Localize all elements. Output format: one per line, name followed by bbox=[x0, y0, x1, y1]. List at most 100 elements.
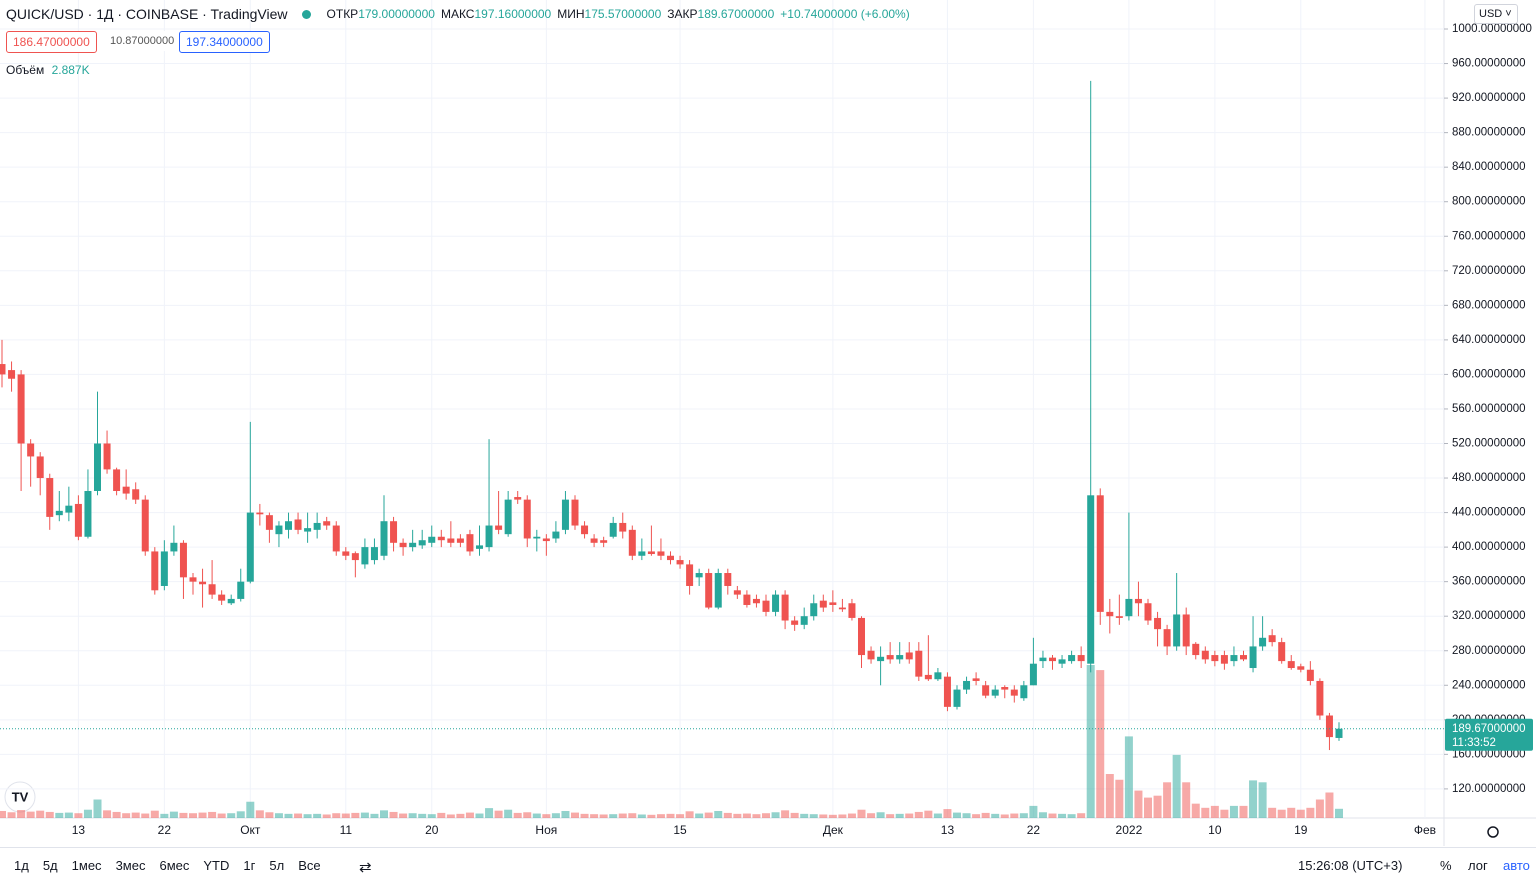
volume-bar bbox=[857, 809, 866, 818]
volume-bar bbox=[122, 813, 131, 818]
volume-bar bbox=[1000, 814, 1009, 818]
candle-body bbox=[390, 521, 398, 543]
volume-bar bbox=[637, 814, 646, 818]
volume-bar bbox=[647, 814, 656, 818]
candle-body bbox=[141, 499, 149, 552]
range-button[interactable]: 6мес bbox=[159, 858, 190, 873]
range-button[interactable]: 5д bbox=[42, 858, 58, 873]
volume-bar bbox=[876, 812, 885, 818]
range-button[interactable]: 5л bbox=[269, 858, 285, 873]
candle-body bbox=[724, 573, 732, 586]
volume-bar bbox=[723, 812, 732, 818]
y-tick-label: 480.00000000 bbox=[1452, 472, 1526, 484]
candle-body bbox=[915, 650, 923, 677]
candle-body bbox=[476, 545, 483, 549]
candle-body bbox=[1201, 650, 1209, 660]
volume-bar bbox=[189, 813, 197, 818]
volume-bar bbox=[112, 811, 121, 818]
candle-body bbox=[772, 594, 780, 612]
volume-bar bbox=[274, 813, 283, 818]
currency-select[interactable]: USD ˅ bbox=[1474, 4, 1518, 24]
volume-bar bbox=[828, 814, 837, 818]
candle-body bbox=[791, 620, 799, 625]
candle-body bbox=[1077, 655, 1085, 662]
volume-bar bbox=[819, 814, 828, 818]
candle-body bbox=[991, 689, 999, 696]
volume-bar bbox=[695, 813, 704, 818]
candle-body bbox=[151, 551, 159, 591]
candle-body bbox=[55, 510, 63, 516]
range-button[interactable]: YTD bbox=[203, 858, 230, 873]
candle-body bbox=[638, 551, 646, 556]
range-button[interactable]: 3мес bbox=[115, 858, 146, 873]
candle-body bbox=[1068, 655, 1076, 662]
volume-bar bbox=[303, 814, 312, 818]
volume-bar bbox=[1335, 808, 1343, 818]
candle-body bbox=[896, 655, 904, 660]
candle-body bbox=[84, 490, 92, 537]
volume-bar bbox=[914, 811, 923, 818]
y-tick-label: 920.00000000 bbox=[1452, 92, 1526, 104]
volume-bar bbox=[1220, 809, 1229, 818]
candle-body bbox=[1001, 687, 1009, 690]
settings-icon[interactable] bbox=[1487, 826, 1499, 838]
bottom-toolbar: ⇄ 15:26:08 (UTC+3) % лог авто 1д 5д 1мес 3м… bbox=[0, 847, 1536, 880]
volume-bar bbox=[1172, 754, 1181, 818]
volume-bar bbox=[1210, 805, 1219, 818]
candle-body bbox=[571, 499, 579, 526]
volume-bar bbox=[771, 812, 780, 818]
volume-bar bbox=[714, 810, 723, 818]
x-tick-label: Дек bbox=[823, 823, 844, 837]
candle-body bbox=[619, 522, 627, 532]
y-tick-label: 640.00000000 bbox=[1452, 334, 1526, 346]
candle-body bbox=[533, 536, 541, 539]
candle-body bbox=[877, 656, 885, 662]
bid[interactable]: 186.47000000 bbox=[6, 31, 97, 53]
date-range-icon[interactable]: ⇄ bbox=[359, 859, 372, 876]
x-tick-label: 10 bbox=[1208, 823, 1222, 837]
volume-bar bbox=[1201, 807, 1210, 818]
range-button[interactable]: Все bbox=[298, 858, 321, 873]
auto-toggle[interactable]: авто bbox=[1503, 858, 1530, 873]
volume-bar bbox=[236, 811, 245, 818]
candle-body bbox=[1306, 669, 1314, 681]
volume-bar bbox=[685, 811, 694, 818]
y-tick-label: 800.00000000 bbox=[1452, 196, 1526, 208]
candle-body bbox=[1058, 659, 1066, 664]
candle-body bbox=[170, 542, 178, 552]
candle-body bbox=[886, 655, 894, 660]
legend-header: QUICK/USD · 1Д · COINBASE · TradingView … bbox=[6, 6, 910, 22]
range-button[interactable]: 1г bbox=[243, 858, 256, 873]
volume-bar bbox=[160, 813, 169, 818]
volume-bar bbox=[389, 811, 398, 818]
candle-body bbox=[561, 499, 569, 530]
candle-body bbox=[256, 512, 264, 515]
volume-bar bbox=[370, 813, 379, 818]
volume-bar bbox=[45, 811, 54, 818]
candle-body bbox=[504, 499, 512, 535]
volume-bar bbox=[523, 812, 532, 818]
candle-body bbox=[418, 540, 426, 546]
y-tick-label: 600.00000000 bbox=[1452, 368, 1526, 380]
high-label: МАКС bbox=[440, 7, 475, 21]
candle-body bbox=[1268, 635, 1276, 643]
volume-bar bbox=[1067, 814, 1076, 818]
ask[interactable]: 197.34000000 bbox=[179, 31, 270, 53]
candle-body bbox=[867, 650, 875, 660]
candle-body bbox=[1096, 495, 1104, 612]
candle-body bbox=[380, 521, 388, 556]
percent-toggle[interactable]: % bbox=[1440, 858, 1452, 873]
volume-bar bbox=[217, 813, 226, 818]
candle-body bbox=[113, 469, 121, 491]
y-tick-label: 520.00000000 bbox=[1452, 438, 1526, 450]
candle-body bbox=[924, 674, 932, 680]
volume-bar bbox=[628, 813, 637, 818]
close-label: ЗАКР bbox=[667, 7, 698, 21]
volume-bar bbox=[1029, 805, 1038, 818]
log-toggle[interactable]: лог bbox=[1468, 858, 1488, 873]
range-button[interactable]: 1д bbox=[14, 858, 29, 873]
y-tick-label: 240.00000000 bbox=[1452, 679, 1526, 691]
volume-bar bbox=[781, 810, 790, 818]
range-button[interactable]: 1мес bbox=[71, 858, 102, 873]
candle-body bbox=[132, 489, 140, 500]
